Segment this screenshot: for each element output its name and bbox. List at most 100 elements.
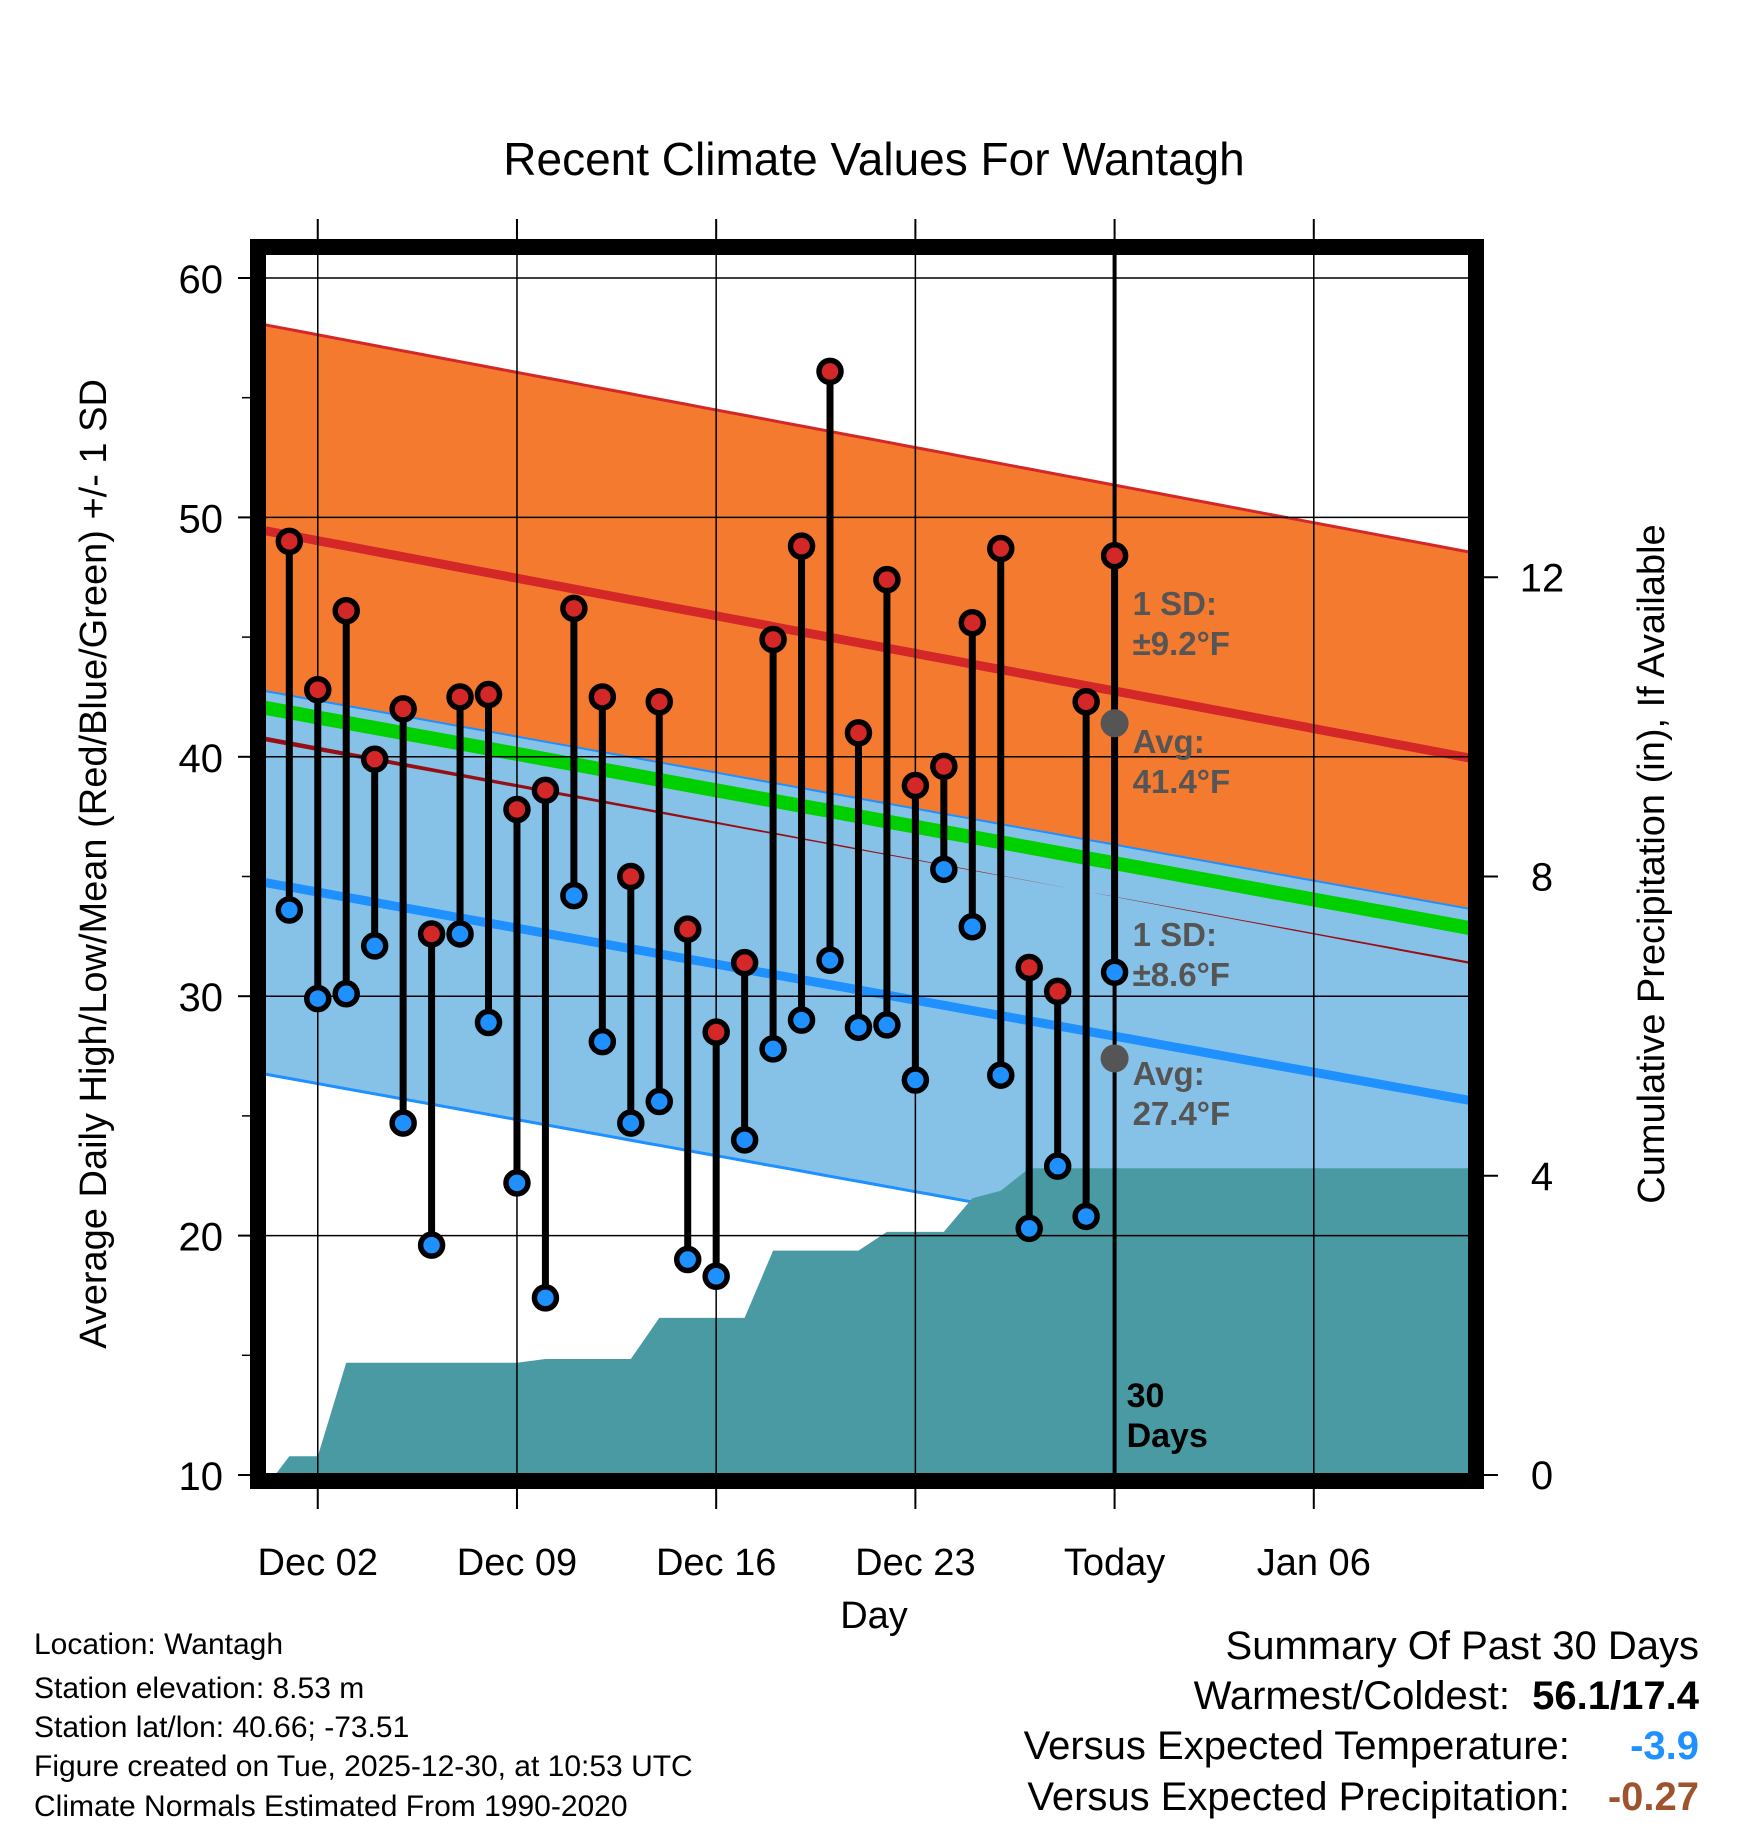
low-avg-label: Avg: [1133,1055,1205,1092]
today-days-number: 30 [1127,1377,1165,1415]
daily-high-point [787,532,816,560]
daily-low-point [275,896,304,924]
normal-high-line [258,524,1476,764]
daily-high-point [1043,977,1072,1006]
daily-high-point [446,683,474,711]
daily-low-point [531,1284,560,1312]
daily-high-point [759,625,787,654]
y2-tick-label: 4 [1531,1155,1553,1199]
daily-low-point [617,1109,645,1137]
y-axis-title: Average Daily High/Low/Mean (Red/Blue/Gr… [73,379,115,1349]
y2-axis-title: Cumulative Precipitation (in), If Availa… [1631,524,1673,1203]
daily-high-point [588,683,617,711]
cumulative-precip-area [275,1168,1476,1475]
high-sd-value: ±9.2°F [1133,625,1230,662]
precip-label: Versus Expected Precipitation: [1027,1775,1570,1819]
daily-high-point [560,594,588,623]
daily-high-point [958,608,987,637]
warmest-coldest-label: Warmest/Coldest: [1193,1674,1510,1718]
today-low-avg-marker [1100,1044,1129,1073]
daily-high-point [531,776,560,805]
created-text: Figure created on Tue, 2025-12-30, at 10… [34,1750,693,1783]
daily-low-point [645,1087,674,1116]
daily-high-point [901,771,930,800]
daily-low-point [389,1109,417,1137]
daily-low-point [673,1245,702,1274]
normals-text: Climate Normals Estimated From 1990-2020 [34,1790,628,1823]
daily-high-point [930,752,958,781]
daily-high-point [1015,953,1043,982]
temp-value: -3.9 [1630,1724,1699,1768]
y-tick-label: 10 [179,1455,224,1499]
daily-low-point [873,1011,901,1039]
y-tick-label: 60 [179,258,224,302]
x-tick-label: Today [1064,1542,1165,1584]
daily-low-point [1072,1202,1100,1231]
daily-low-point [702,1262,730,1291]
y2-tick-label: 0 [1531,1454,1553,1498]
daily-high-point [730,948,759,977]
low-sd-label: 1 SD: [1133,916,1217,953]
daily-high-point [645,687,674,716]
daily-low-point [446,920,474,948]
y-tick-label: 50 [179,497,224,541]
daily-high-point [987,534,1015,563]
summary-warmest-coldest: Warmest/Coldest: 56.1/17.4 [1194,1674,1699,1719]
daily-high-point [275,527,304,556]
plot-frame [250,239,1484,1489]
high-avg-value: 41.4°F [1133,763,1231,800]
summary-title: Summary Of Past 30 Days [1225,1624,1699,1668]
summary-precip: Versus Expected Precipitation: -0.27 [1027,1775,1699,1820]
daily-low-point [1100,958,1129,987]
daily-low-point [304,984,332,1013]
daily-low-point [588,1027,617,1056]
daily-high-point [503,795,531,824]
normal-mean-band [258,735,1476,966]
y-tick-label: 30 [179,976,224,1020]
daily-low-point [560,881,588,910]
daily-high-point [702,1018,730,1046]
daily-high-point [873,565,901,594]
daily-high-point [304,676,332,704]
daily-low-point [417,1231,446,1259]
chart-title: Recent Climate Values For Wantagh [503,133,1244,185]
daily-low-point [1043,1152,1072,1180]
daily-high-point [617,862,645,891]
warmest-coldest-value: 56.1/17.4 [1532,1674,1699,1718]
precip-value: -0.27 [1607,1775,1699,1819]
daily-low-point [1015,1214,1043,1243]
daily-low-point [730,1126,759,1154]
daily-low-point [816,946,844,975]
daily-low-point [360,932,389,960]
daily-high-point [844,719,873,747]
today-days-word: Days [1127,1417,1208,1455]
x-tick-label: Dec 16 [656,1542,776,1584]
daily-high-point [1072,687,1100,716]
daily-high-point [1100,541,1129,570]
y2-tick-label: 12 [1520,556,1565,600]
daily-low-point [844,1013,873,1042]
high-avg-label: Avg: [1133,723,1205,760]
high-sd-label: 1 SD: [1133,585,1217,622]
daily-high-point [332,597,360,625]
daily-low-point [503,1169,531,1197]
x-axis-title: Day [840,1595,908,1637]
y-tick-label: 40 [179,737,224,781]
latlon-text: Station lat/lon: 40.66; -73.51 [34,1711,410,1744]
elevation-text: Station elevation: 8.53 m [34,1672,365,1705]
today-high-avg-marker [1100,709,1129,738]
location-text: Location: Wantagh [34,1628,284,1661]
daily-low-point [332,980,360,1008]
daily-high-point [673,915,702,943]
daily-high-point [816,357,844,386]
daily-low-point [759,1035,787,1063]
x-tick-label: Jan 06 [1257,1542,1371,1584]
low-avg-value: 27.4°F [1133,1095,1231,1132]
summary-temp: Versus Expected Temperature: -3.9 [1024,1724,1699,1769]
daily-low-point [987,1061,1015,1089]
y2-tick-label: 8 [1531,856,1553,900]
daily-low-point [930,855,958,884]
temp-label: Versus Expected Temperature: [1023,1724,1570,1768]
daily-low-point [958,913,987,941]
